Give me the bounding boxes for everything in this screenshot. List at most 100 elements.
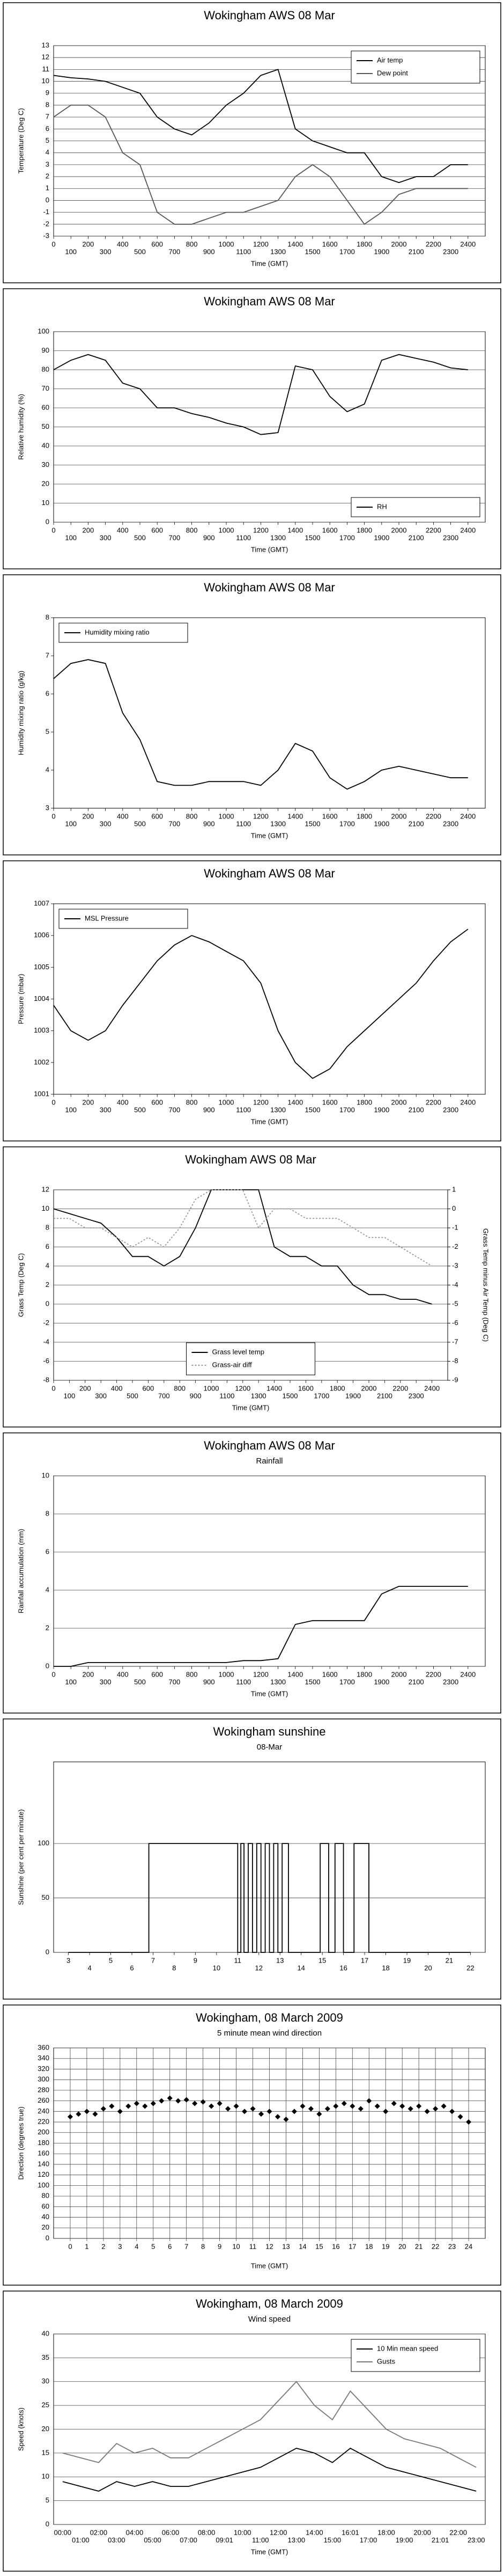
x-tick-label: 16 <box>339 1964 347 1972</box>
x-tick-label: 12:00 <box>270 2528 287 2536</box>
x-tick-label: 800 <box>186 526 198 534</box>
point <box>449 2109 455 2114</box>
point <box>159 2098 165 2104</box>
x-tick-label: 5 <box>151 2242 155 2250</box>
x-tick-label: 7 <box>184 2242 188 2250</box>
chart-title: Wokingham AWS 08 Mar <box>185 1153 316 1166</box>
x-tick-label: 1000 <box>219 526 234 534</box>
x-tick-label: 6 <box>130 1964 134 1972</box>
x-tick-label: 16 <box>332 2242 339 2250</box>
x-tick-label: 500 <box>134 1106 146 1114</box>
x-tick-label: 2400 <box>460 240 476 248</box>
x-tick-label: 0 <box>51 240 55 248</box>
x-tick-label: 19:00 <box>396 2536 413 2544</box>
point <box>266 2109 272 2114</box>
chart-subtitle: 08-Mar <box>257 1743 283 1752</box>
legend-label: Grass-air diff <box>212 1360 253 1368</box>
y-tick-label: 20 <box>42 479 49 487</box>
x-tick-label: 1100 <box>236 1106 251 1114</box>
point <box>316 2111 322 2117</box>
x-tick-label: 500 <box>134 533 146 541</box>
x-tick-label: 03:00 <box>108 2536 125 2544</box>
x-tick-label: 1200 <box>253 1670 269 1678</box>
x-tick-label: 800 <box>186 1098 198 1106</box>
x-tick-label: 1900 <box>374 819 389 828</box>
x-tick-label: 5 <box>109 1956 113 1964</box>
y-tick-label: 7 <box>46 651 49 659</box>
y-tick-label: 6 <box>46 1242 49 1250</box>
point <box>358 2106 364 2112</box>
y-axis-label: Direction (degrees true) <box>17 2106 25 2180</box>
point <box>275 2114 280 2120</box>
y-tick-label: 100 <box>38 327 49 335</box>
point <box>341 2101 347 2106</box>
x-tick-label: 1800 <box>330 1384 345 1392</box>
x-tick-label: 1800 <box>357 1098 372 1106</box>
x-tick-label: 200 <box>83 240 94 248</box>
x-tick-label: 1300 <box>270 247 286 255</box>
x-tick-label: 1400 <box>287 526 303 534</box>
point <box>150 2101 156 2106</box>
x-tick-label: 600 <box>151 812 163 820</box>
x-tick-label: 09:01 <box>216 2536 233 2544</box>
x-tick-label: 500 <box>127 1392 138 1400</box>
chart-title: Wokingham, 08 March 2009 <box>196 2011 343 2024</box>
y-tick-label: -4 <box>43 1337 49 1345</box>
x-tick-label: 1000 <box>219 240 234 248</box>
x-tick-label: 1300 <box>251 1392 266 1400</box>
y-tick-label: -6 <box>43 1357 49 1365</box>
point <box>399 2103 405 2109</box>
x-tick-label: 4 <box>135 2242 138 2250</box>
x-tick-label: 400 <box>117 812 129 820</box>
y-tick-label: 12 <box>42 1185 49 1193</box>
x-tick-label: 24 <box>465 2242 472 2250</box>
point <box>441 2103 447 2109</box>
x-tick-label: 2300 <box>443 247 458 255</box>
x-tick-label: 2300 <box>443 1678 458 1686</box>
x-tick-label: 1400 <box>287 812 303 820</box>
x-tick-label: 800 <box>186 812 198 820</box>
legend-box <box>351 50 480 84</box>
x-tick-label: 900 <box>203 819 215 828</box>
x-tick-label: 2000 <box>391 1098 407 1106</box>
x-tick-label: 11 <box>249 2242 257 2250</box>
y-tick-label: 1006 <box>34 931 49 939</box>
y-tick-label: 80 <box>42 365 49 373</box>
y-tick-label: 11 <box>42 65 50 73</box>
x-tick-label: 2100 <box>409 1106 424 1114</box>
x-tick-label: 600 <box>151 240 163 248</box>
x-tick-label: 1600 <box>322 1098 338 1106</box>
x-tick-label: 17 <box>349 2242 356 2250</box>
y-tick-label: -2 <box>43 1319 49 1327</box>
x-tick-label: 100 <box>65 247 77 255</box>
x-tick-label: 13 <box>282 2242 290 2250</box>
x-tick-label: 13:00 <box>288 2536 306 2544</box>
y-tick-label: 3 <box>46 803 49 811</box>
legend-box <box>186 1342 315 1375</box>
legend-label: Humidity mixing ratio <box>85 628 150 636</box>
legend-label: Gusts <box>377 2357 395 2365</box>
x-tick-label: 15 <box>318 1956 326 1964</box>
x-tick-label: 2 <box>101 2242 105 2250</box>
y-axis-label: Pressure (mbar) <box>17 974 25 1024</box>
x-tick-label: 1500 <box>283 1392 298 1400</box>
x-tick-label: 22 <box>466 1964 474 1972</box>
x-tick-label: 2000 <box>391 526 407 534</box>
y-tick-label: 30 <box>42 460 49 469</box>
y-axis-label: Rainfall accumulation (mm) <box>17 1529 25 1614</box>
x-tick-label: 18 <box>365 2242 373 2250</box>
point <box>167 2095 173 2101</box>
x-tick-label: 2200 <box>426 240 441 248</box>
x-tick-label: 1300 <box>270 533 286 541</box>
x-tick-label: 8 <box>201 2242 205 2250</box>
chart-title: Wokingham AWS 08 Mar <box>204 581 335 594</box>
x-tick-label: 1500 <box>305 533 321 541</box>
legend-label: MSL Pressure <box>85 914 129 922</box>
x-tick-label: 08:00 <box>198 2528 216 2536</box>
x-tick-label: 500 <box>134 1678 146 1686</box>
y-tick-label: 30 <box>42 2377 49 2385</box>
y-tick-label: 4 <box>46 1585 49 1593</box>
x-tick-label: 21 <box>415 2242 423 2250</box>
chart-subtitle: Rainfall <box>256 1457 283 1466</box>
x-tick-label: 2000 <box>391 812 407 820</box>
